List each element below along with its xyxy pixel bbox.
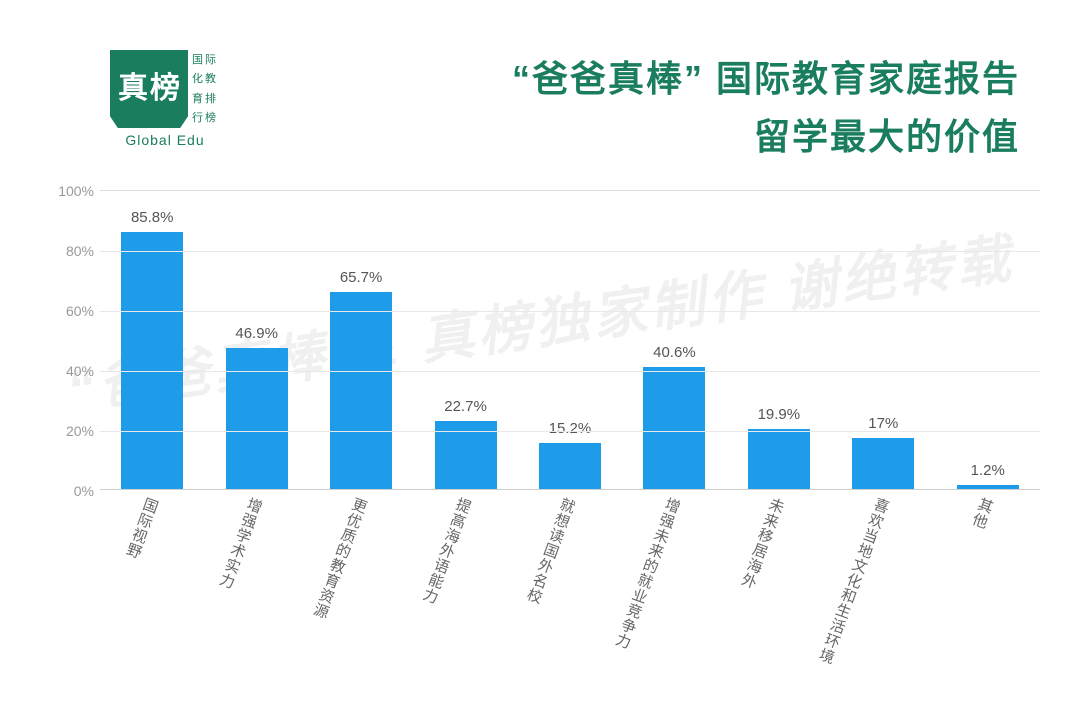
logo-char: 榜: [150, 74, 180, 104]
bar-chart: 85.8% 46.9% 65.7% 22.7% 15.2% 40.6% 19.9% 17% 1.…: [40, 190, 1050, 670]
bar-value-label: 1.2%: [971, 462, 1005, 479]
bar: [748, 429, 810, 489]
bar-slot: 22.7%: [413, 191, 517, 489]
grid-line: [100, 251, 1040, 252]
bar: [643, 367, 705, 489]
y-tick-label: 20%: [50, 423, 94, 439]
bar: [852, 438, 914, 489]
bars-container: 85.8% 46.9% 65.7% 22.7% 15.2% 40.6% 19.9% 17% 1.…: [100, 191, 1040, 490]
logo-char: 真: [118, 74, 148, 104]
logo-subtitle: Global Edu: [110, 132, 220, 148]
plot-area: 85.8% 46.9% 65.7% 22.7% 15.2% 40.6% 19.9% 17% 1.…: [100, 190, 1040, 490]
bar-value-label: 15.2%: [549, 420, 592, 437]
bar: [539, 443, 601, 489]
bar-slot: 1.2%: [936, 191, 1040, 489]
logo-side-text: 国际 化教 育排 行榜: [192, 50, 218, 128]
y-tick-label: 40%: [50, 363, 94, 379]
header: 真 榜 国际 化教 育排 行榜 Global Edu “爸爸真棒” 国际教育家庭…: [0, 0, 1080, 160]
y-tick-label: 80%: [50, 243, 94, 259]
bar-value-label: 40.6%: [653, 344, 696, 361]
bar-slot: 17%: [831, 191, 935, 489]
grid-line: [100, 311, 1040, 312]
bar-slot: 46.9%: [204, 191, 308, 489]
y-tick-label: 0%: [50, 483, 94, 499]
x-tick-label: 提高海外语能力: [413, 498, 517, 674]
bar-value-label: 19.9%: [758, 406, 801, 423]
x-tick-label: 未来移居海外: [727, 498, 831, 674]
x-tick-label: 喜欢当地文化和生活环境: [831, 498, 935, 674]
bar-value-label: 17%: [868, 415, 898, 432]
bar-value-label: 22.7%: [444, 398, 487, 415]
bar-value-label: 65.7%: [340, 269, 383, 286]
bar: [226, 348, 288, 489]
x-tick-label: 增强学术实力: [204, 498, 308, 674]
bar-value-label: 85.8%: [131, 209, 174, 226]
bar: [121, 232, 183, 489]
title-block: “爸爸真棒” 国际教育家庭报告 留学最大的价值: [220, 50, 1020, 160]
x-tick-label: 更优质的教育资源: [309, 498, 413, 674]
logo-block: 真 榜 国际 化教 育排 行榜 Global Edu: [110, 50, 220, 148]
title-line-1: “爸爸真棒” 国际教育家庭报告: [220, 50, 1020, 102]
bar-slot: 40.6%: [622, 191, 726, 489]
grid-line: [100, 431, 1040, 432]
bar: [330, 292, 392, 489]
y-tick-label: 60%: [50, 303, 94, 319]
x-tick-label: 就想读国外名校: [518, 498, 622, 674]
bar-value-label: 46.9%: [235, 325, 278, 342]
bar: [957, 485, 1019, 489]
bar-slot: 19.9%: [727, 191, 831, 489]
bar-slot: 65.7%: [309, 191, 413, 489]
y-tick-label: 100%: [50, 183, 94, 199]
x-tick-label: 其他: [936, 498, 1040, 674]
bar-slot: 85.8%: [100, 191, 204, 489]
x-tick-label: 国际视野: [100, 498, 204, 674]
title-line-2: 留学最大的价值: [220, 108, 1020, 160]
x-axis-labels: 国际视野增强学术实力更优质的教育资源提高海外语能力就想读国外名校增强未来的就业竞…: [100, 498, 1040, 674]
x-tick-label: 增强未来的就业竞争力: [622, 498, 726, 674]
bar-slot: 15.2%: [518, 191, 622, 489]
grid-line: [100, 371, 1040, 372]
logo-seal: 真 榜: [110, 50, 188, 128]
